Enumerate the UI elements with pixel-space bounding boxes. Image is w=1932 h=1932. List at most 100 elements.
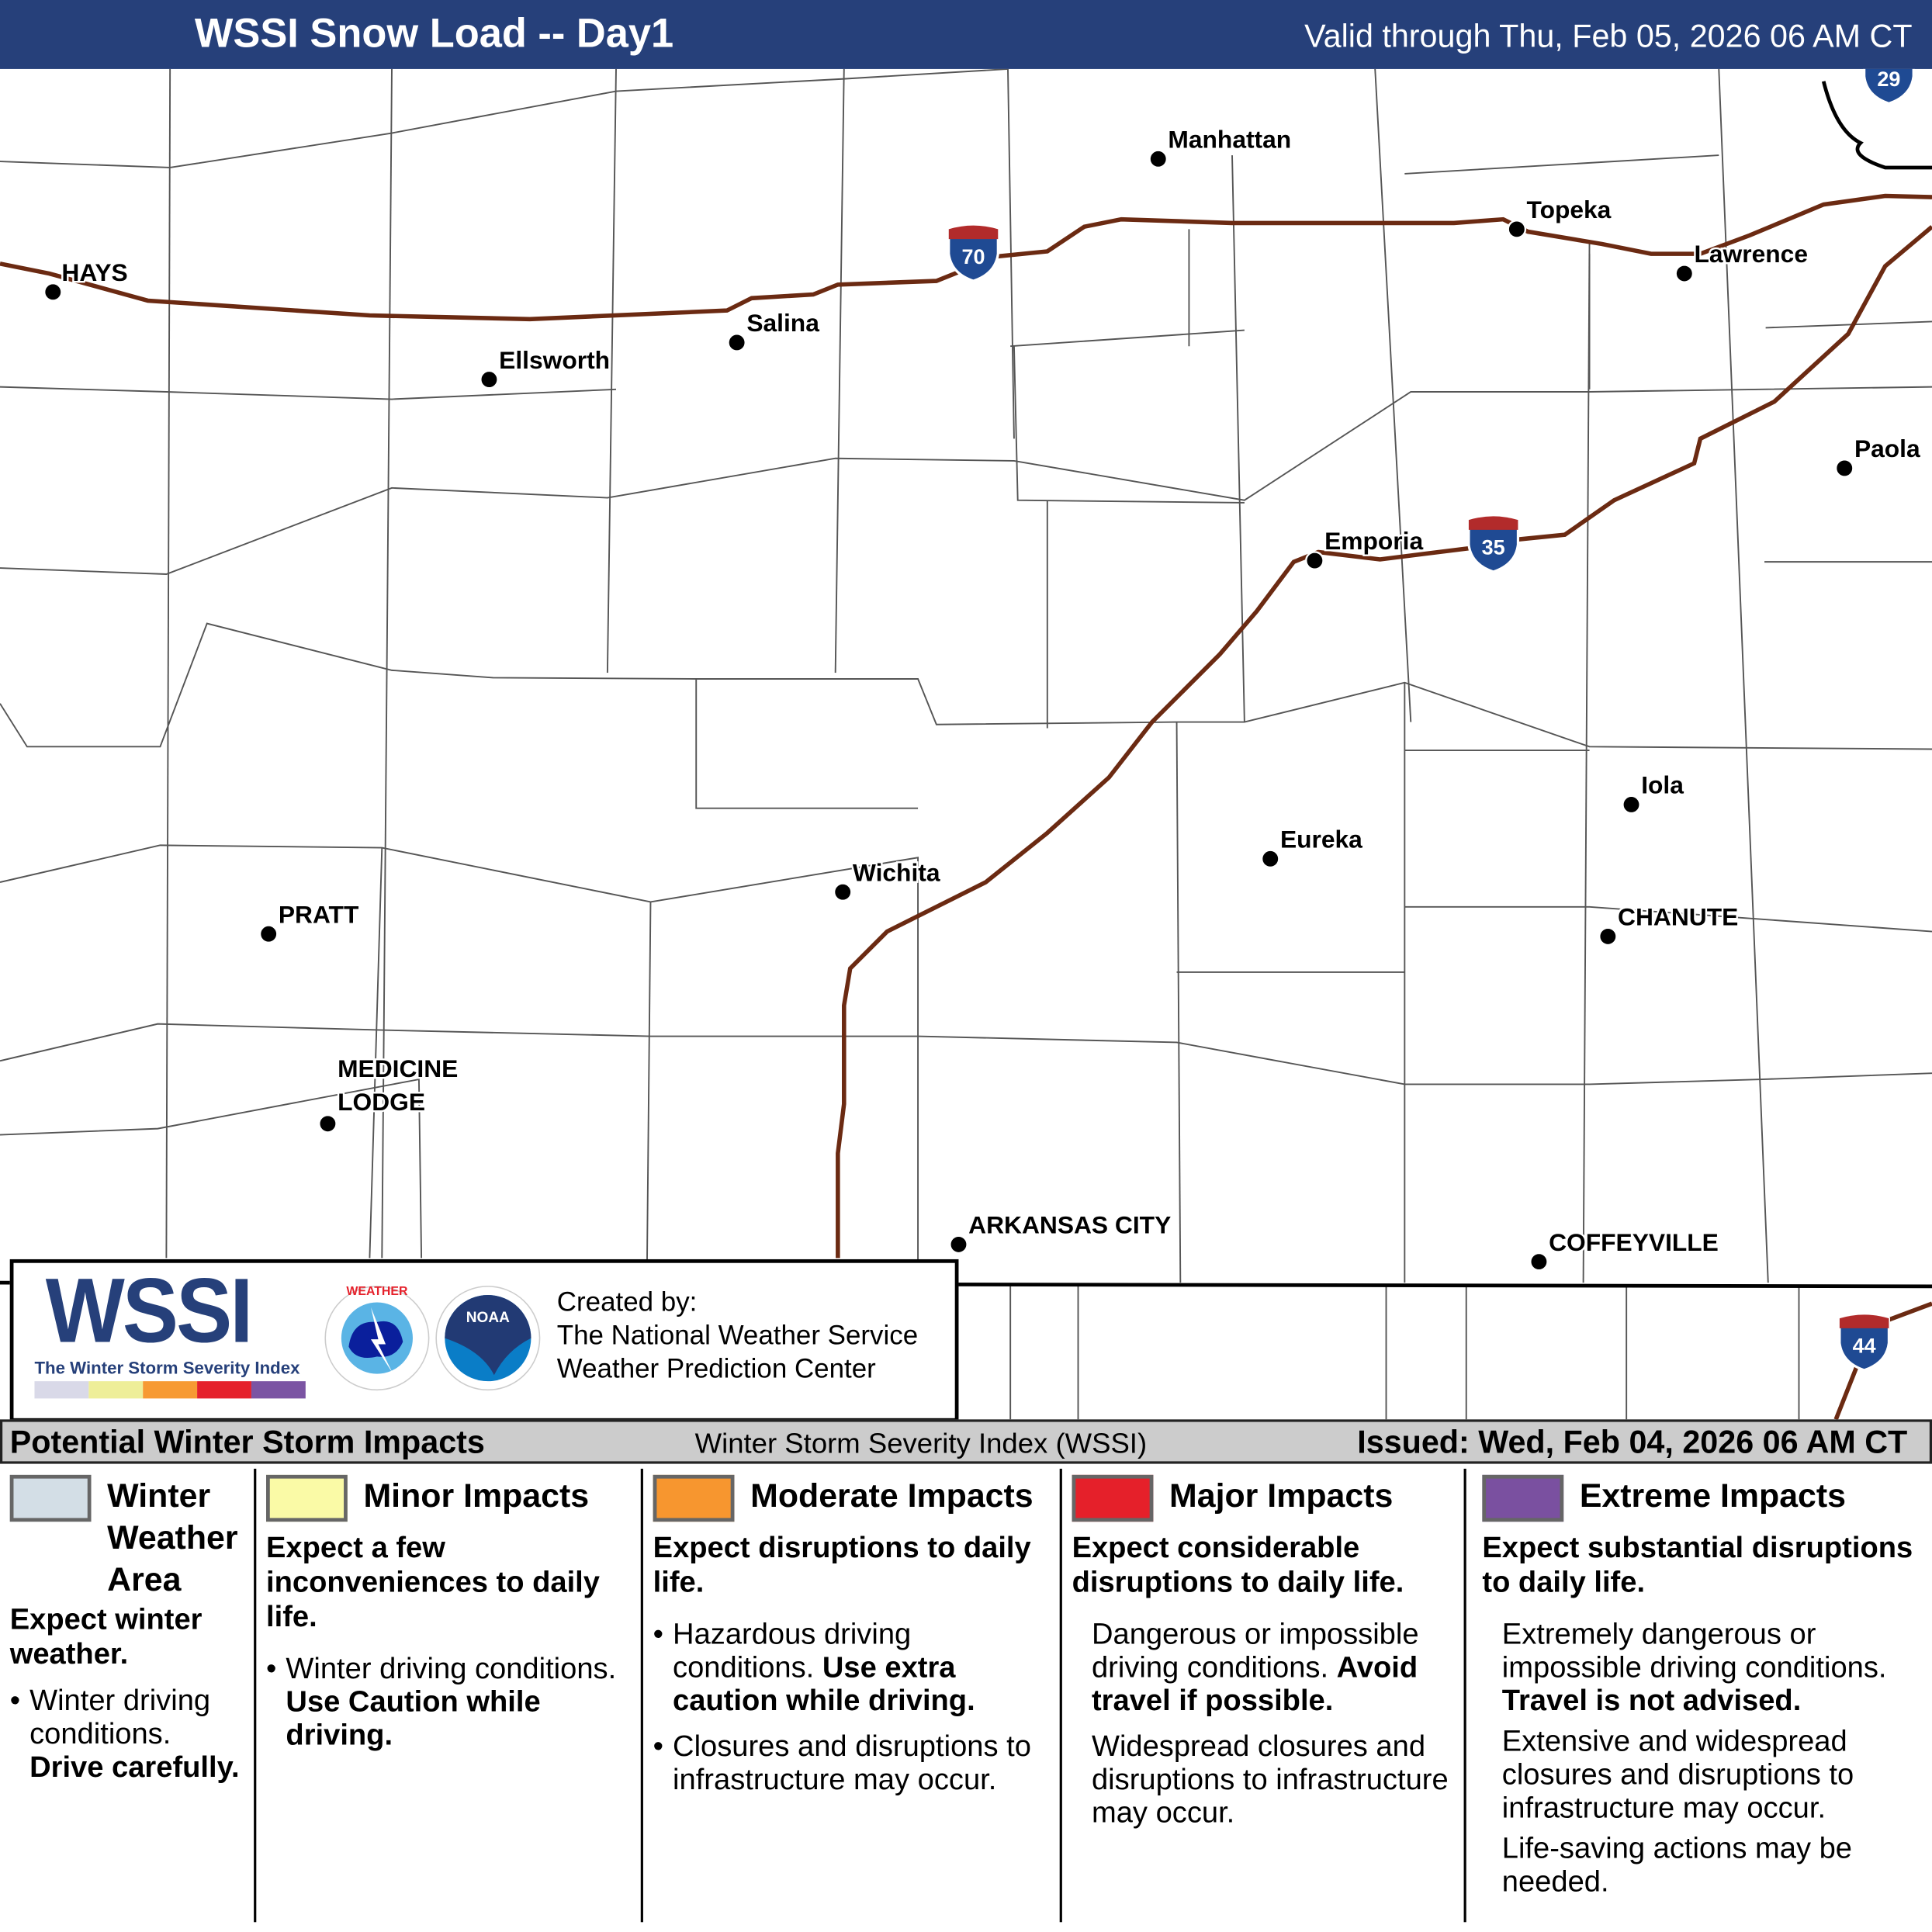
county-line [646,902,652,1283]
legend-subtitle: Expect winter weather. [9,1603,203,1671]
color-swatch [1482,1474,1564,1522]
city-dot [727,333,746,352]
svg-text:29: 29 [1877,69,1900,91]
city-dot [1674,264,1695,283]
city-label: Iola [1641,771,1684,799]
logo-box: WSSI The Winter Storm Severity Index WEA… [9,1259,959,1422]
legend-head: Major Impacts [1072,1474,1462,1522]
legend-text: Dangerous or impossible driving conditio… [1092,1618,1461,1718]
county-line [0,1023,1932,1085]
county-line [695,678,919,809]
legend-text-bold: Use extra caution while driving. [673,1650,975,1718]
city-label: ARKANSAS CITY [968,1211,1171,1239]
divider [254,1468,257,1923]
city-arkansas-city: ARKANSAS CITY [949,1209,1173,1255]
city-paola: Paola [1834,433,1922,478]
city-label: Emporia [1324,527,1423,555]
legend-text-2: Widespread closures and disruptions to i… [1091,1729,1449,1830]
city-label: Paola [1854,435,1920,462]
noaa-logo: NOAA [435,1286,541,1391]
legend-head: Extreme Impacts [1482,1474,1932,1522]
legend-title: Extreme Impacts [1579,1477,1847,1515]
county-line [834,68,845,673]
county-line [165,68,171,1259]
legend-text-2: Closures and disruptions to infrastructu… [673,1729,1031,1797]
city-label: LODGE [338,1088,425,1116]
county-line [1175,722,1182,1283]
created-by-nws: The National Weather Service [556,1319,919,1351]
city-dot [1834,459,1854,478]
city-label: Eureka [1280,826,1362,853]
valid-time: Valid through Thu, Feb 05, 2026 06 AM CT [1304,17,1913,54]
county-line [1404,905,1932,933]
legend-title: Moderate Impacts [750,1477,1034,1515]
legend-subtitle: Expect disruptions to daily life. [653,1531,1031,1600]
created-by-label: Created by: [556,1286,698,1317]
legend-extreme: Extreme Impacts Expect substantial disru… [1482,1464,1932,1930]
city-dot [1260,849,1280,869]
interstate-shield-35: 35 [1467,514,1520,573]
divider [1059,1468,1062,1923]
svg-text:WEATHER: WEATHER [346,1285,408,1298]
legend-head: Minor Impacts [266,1474,639,1522]
interstate-shields: 29 70 35 44 [947,68,1915,1372]
city-dot [318,1113,338,1134]
nws-logo: WEATHER [324,1285,430,1391]
city-medicine: MEDICINE [336,1053,460,1085]
county-line [1374,68,1412,722]
interstate-shield-70: 70 [947,224,999,282]
bullet: • [266,1652,277,1686]
county-map: 29 70 35 44 HAYS Ellsworth Salina Manhattan Top… [0,68,1932,1420]
city-label: Topeka [1527,196,1612,223]
i35-road [836,225,1932,1259]
city-label: Ellsworth [499,346,610,374]
interstate-shield-44: 44 [1838,1313,1891,1372]
city-coffeyville: COFFEYVILLE [1529,1226,1720,1272]
city-dot [1598,926,1618,947]
color-swatch [9,1474,92,1522]
legend-text: • Hazardous driving conditions. Use extra… [653,1618,1057,1718]
county-line [0,386,1932,575]
color-bar-segment [88,1381,144,1399]
interstate-shield-29: 29 [1863,68,1915,106]
city-label: Lawrence [1695,240,1808,268]
i70-road [0,193,1932,322]
header-bar: WSSI Snow Load -- Day1 Valid through Thu… [0,0,1932,69]
legend-winter-weather-area: Winter Weather Area Expect winter weathe… [9,1464,251,1930]
legend-text-bold: Drive carefully. [29,1750,240,1785]
city-dot [480,369,499,390]
index-name: Winter Storm Severity Index (WSSI) [694,1426,1148,1459]
city-label: CHANUTE [1618,903,1738,931]
legend-title: Winter Weather Area [107,1477,238,1598]
city-label: Salina [746,309,819,337]
color-bar-segment [34,1381,89,1399]
svg-text:35: 35 [1482,536,1505,559]
severity-color-bar [34,1381,306,1399]
city-label: HAYS [61,258,127,286]
city-emporia: Emporia [1305,525,1425,570]
city-lodge: LODGE [318,1085,427,1134]
legend-head: Winter Weather Area [9,1474,251,1601]
county-line [0,844,919,1283]
legend-text-2-wrap: • Closures and disruptions to infrastruct… [653,1729,1057,1797]
county-lines [0,68,1932,1420]
bullet: • [653,1729,663,1764]
created-by: Created by: The National Weather Service… [557,1285,918,1385]
city-label: MEDICINE [338,1054,458,1082]
bullet: • [9,1684,21,1718]
svg-text:70: 70 [962,245,985,268]
divider [1463,1468,1466,1923]
county-line [0,68,1009,168]
legend-title: Minor Impacts [363,1477,590,1515]
legend-text: • Winter driving conditions. Drive carefu… [10,1684,251,1785]
color-swatch [266,1474,348,1522]
created-by-wpc: Weather Prediction Center [556,1352,876,1384]
impacts-header-strip: Potential Winter Storm Impacts Winter St… [0,1419,1932,1464]
county-line [0,622,1932,750]
legend-text-bold: Travel is not advised. [1501,1684,1802,1718]
county-line [0,1078,423,1259]
color-swatch [653,1474,735,1522]
county-line [1582,241,1591,1283]
legend-text: • Winter driving conditions. Use Caution … [266,1653,638,1753]
